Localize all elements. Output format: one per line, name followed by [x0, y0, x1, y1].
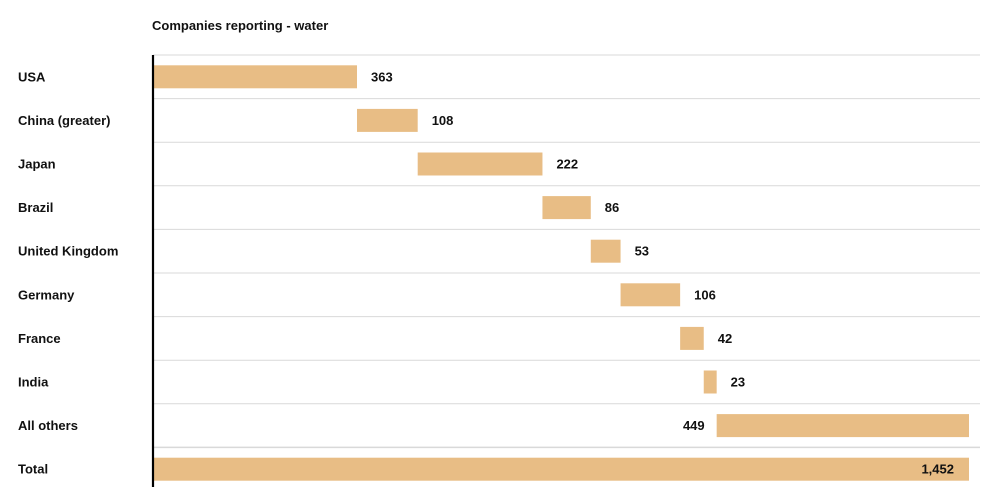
value-label: 106 — [694, 287, 716, 302]
bar — [590, 239, 621, 263]
chart-title: Companies reporting - water — [152, 18, 329, 33]
category-label: China (greater) — [18, 113, 110, 128]
bar — [417, 152, 543, 176]
gridlines — [153, 54, 980, 449]
category-label: USA — [18, 69, 46, 84]
category-label: Germany — [18, 287, 75, 302]
bar — [703, 370, 717, 394]
value-label: 108 — [432, 113, 454, 128]
bar — [542, 196, 591, 220]
category-label: Brazil — [18, 200, 53, 215]
value-label: 53 — [635, 244, 649, 259]
category-label: France — [18, 331, 61, 346]
value-label: 86 — [605, 200, 619, 215]
category-label: United Kingdom — [18, 244, 118, 259]
value-label: 363 — [371, 69, 393, 84]
value-label: 222 — [556, 157, 578, 172]
value-label: 23 — [731, 375, 745, 390]
category-label: All others — [18, 418, 78, 433]
bar — [680, 326, 704, 350]
bar — [357, 108, 418, 132]
bar — [620, 283, 681, 307]
value-label: 1,452 — [921, 462, 954, 477]
bar — [716, 414, 969, 438]
value-label: 449 — [683, 418, 705, 433]
bar — [153, 65, 357, 89]
category-label: Japan — [18, 157, 56, 172]
category-label: Total — [18, 462, 48, 477]
bar — [153, 457, 969, 481]
value-label: 42 — [718, 331, 732, 346]
category-label: India — [18, 375, 49, 390]
